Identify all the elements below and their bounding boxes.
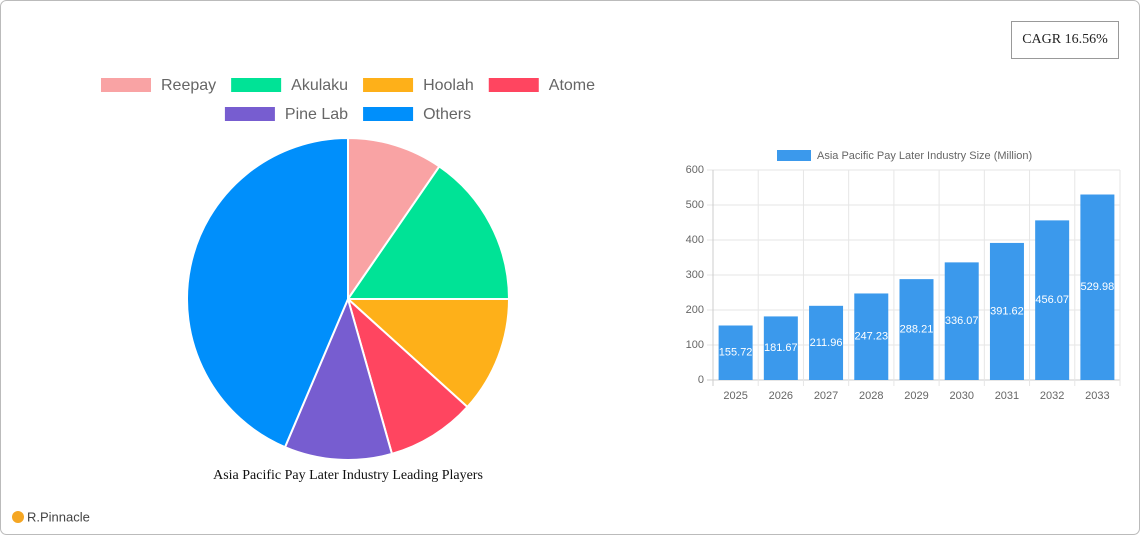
legend-label: Others (423, 106, 471, 123)
bar (763, 316, 798, 380)
y-tick-label: 400 (686, 234, 704, 246)
x-tick-label: 2031 (995, 390, 1019, 402)
y-tick-label: 100 (686, 339, 704, 351)
value-label: 336.07 (945, 315, 979, 327)
legend-swatch (224, 107, 275, 121)
bar (1035, 220, 1070, 380)
pie-slice (283, 296, 394, 461)
bar (899, 279, 934, 380)
legend-label: Reepay (161, 77, 216, 94)
bar (989, 242, 1024, 380)
pie-slice (186, 136, 349, 449)
x-tick-label: 2029 (904, 390, 928, 402)
value-label: 181.67 (764, 342, 798, 354)
pie-slice (346, 165, 511, 300)
bar (854, 293, 889, 380)
y-tick-label: 600 (686, 164, 704, 176)
x-tick-label: 2026 (769, 390, 793, 402)
pie-slice (347, 136, 441, 303)
cagr-box (1011, 21, 1119, 59)
x-tick-label: 2033 (1085, 390, 1109, 402)
x-tick-label: 2025 (723, 390, 747, 402)
pie-slice (346, 295, 469, 456)
value-label: 247.23 (854, 331, 888, 343)
value-label: 155.72 (719, 347, 753, 359)
legend-swatch (231, 78, 282, 92)
value-label: 211.96 (810, 337, 843, 349)
x-tick-label: 2030 (949, 390, 973, 402)
x-tick-label: 2028 (859, 390, 883, 402)
legend-swatch (777, 150, 811, 161)
legend-label: Akulaku (291, 77, 348, 94)
y-tick-label: 500 (686, 199, 704, 211)
y-tick-label: 0 (698, 374, 704, 386)
y-tick-label: 300 (686, 269, 704, 281)
x-tick-label: 2027 (814, 390, 838, 402)
y-tick-label: 200 (686, 304, 704, 316)
legend-label: Pine Lab (285, 106, 348, 123)
legend-swatch (363, 107, 414, 121)
pie-slice (345, 298, 511, 409)
legend-swatch (100, 78, 151, 92)
bar (1080, 194, 1115, 380)
bar (718, 325, 753, 380)
brand: R.Pinnacle (27, 509, 90, 524)
value-label: 529.98 (1081, 281, 1115, 293)
value-label: 456.07 (1035, 294, 1069, 306)
legend-swatch (363, 78, 414, 92)
bar (944, 262, 979, 380)
pie-title: Asia Pacific Pay Later Industry Leading … (213, 468, 483, 483)
legend-label: Asia Pacific Pay Later Industry Size (Mi… (817, 150, 1032, 162)
brand-icon (12, 511, 24, 523)
value-label: 391.62 (990, 305, 1024, 317)
cagr-label: CAGR 16.56% (1022, 32, 1108, 47)
legend-label: Atome (549, 77, 595, 94)
bar (809, 305, 844, 380)
x-tick-label: 2032 (1040, 390, 1064, 402)
value-label: 288.21 (900, 323, 934, 335)
legend-label: Hoolah (423, 77, 474, 94)
legend-swatch (488, 78, 539, 92)
